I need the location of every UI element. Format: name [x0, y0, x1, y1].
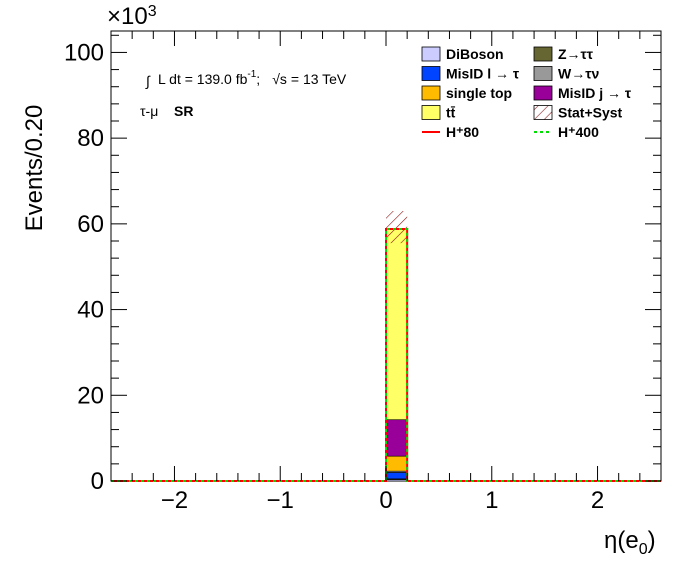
- uncertainty-hatch: [386, 211, 408, 244]
- legend-label: MisID j → τ: [558, 85, 632, 101]
- legend-swatch: [533, 66, 553, 81]
- x-tick-label: −2: [161, 487, 188, 514]
- svg-text:L dt = 139.0 fb-1;√s= 13 TeV: L dt = 139.0 fb-1; √s = 13 TeV: [158, 69, 347, 87]
- bar-segment-4: [385, 455, 408, 472]
- legend-swatch: [421, 105, 441, 120]
- lumi-annotation: ∫ L dt = 139.0 fb-1; √s = 13 TeV: [145, 69, 347, 89]
- legend-label: single top: [446, 85, 512, 101]
- legend-swatch: [533, 46, 553, 62]
- legend-label: tt̄: [446, 104, 456, 120]
- bar-segment-6: [385, 228, 408, 421]
- x-tick-label: −1: [267, 487, 294, 514]
- legend-label: Z→ττ: [558, 46, 594, 62]
- legend-swatch: [533, 85, 553, 101]
- legend: DiBoson Z→ττ MisID l → τ W→τν single top MisI…: [421, 46, 632, 140]
- y-tick-label: 40: [77, 297, 104, 324]
- svg-text:τ-μ: τ-μ: [140, 103, 158, 119]
- legend-swatch: [421, 85, 441, 101]
- x-axis-title: η(e0): [604, 527, 656, 558]
- y-axis-title: Events/0.20: [21, 105, 48, 232]
- svg-text:SR: SR: [174, 103, 193, 119]
- x-tick-label: 0: [379, 487, 392, 514]
- legend-swatch: [421, 46, 441, 62]
- y-tick-label: 0: [91, 468, 104, 495]
- y-tick-label: 80: [77, 125, 104, 152]
- signal-lines: [111, 228, 661, 482]
- x-tick-label: 1: [485, 487, 498, 514]
- x-tick-label: 2: [591, 487, 604, 514]
- y-multiplier: ×103: [107, 3, 157, 30]
- legend-label: Stat+Syst: [558, 105, 623, 121]
- legend-label: DiBoson: [446, 46, 504, 62]
- stack-bars: [385, 228, 408, 482]
- y-tick-label: 20: [77, 382, 104, 409]
- y-tick-label: 100: [64, 39, 104, 66]
- region-label: τ-μ SR: [140, 103, 193, 119]
- legend-label: W→τν: [558, 66, 599, 82]
- legend-swatch-hatch: [533, 105, 553, 120]
- bar-segment-2: [385, 472, 408, 480]
- y-tick-label: 60: [77, 211, 104, 238]
- uncertainty-band: [386, 211, 408, 244]
- svg-text:∫: ∫: [145, 73, 151, 89]
- legend-label: MisID l → τ: [446, 66, 520, 82]
- bar-segment-5: [385, 419, 408, 457]
- legend-swatch: [421, 66, 441, 81]
- legend-label: H⁺80: [446, 124, 479, 140]
- legend-label: H⁺400: [558, 124, 599, 140]
